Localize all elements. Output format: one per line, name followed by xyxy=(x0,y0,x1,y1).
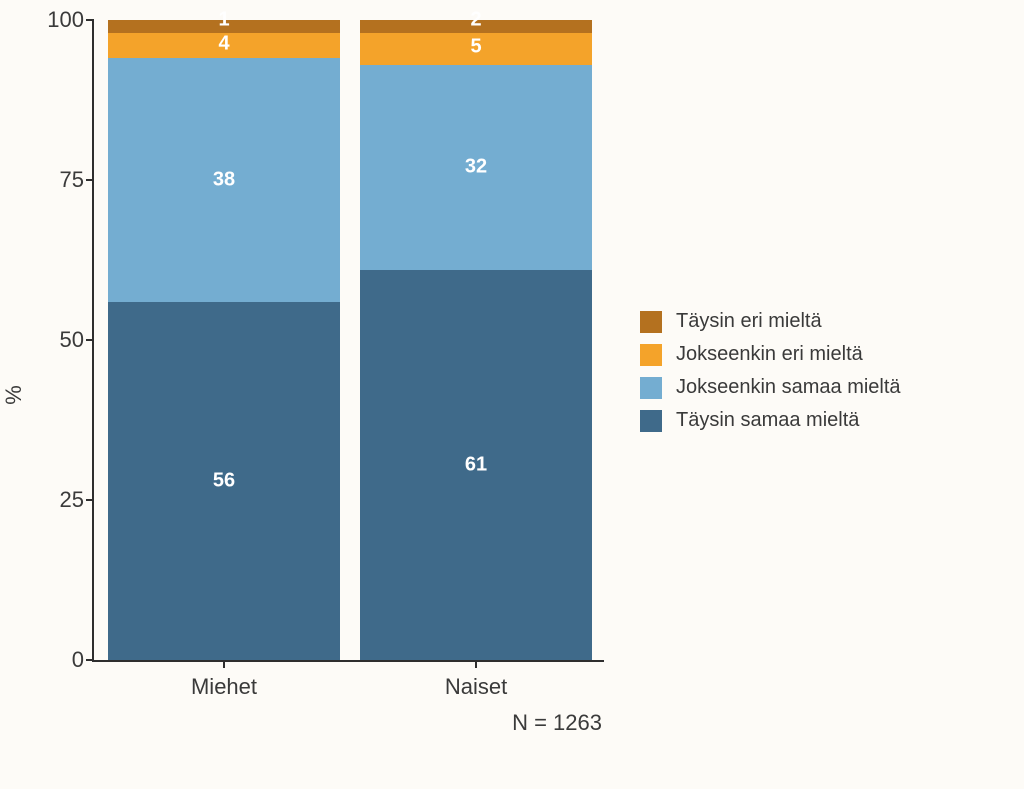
bar-segment-taysin_eri: 2 xyxy=(360,20,592,33)
bar-value-label: 1 xyxy=(218,9,229,32)
y-axis-label: % xyxy=(1,385,27,405)
plot-area: 0255075100563841Miehet613252Naiset xyxy=(92,20,604,662)
x-tick-mark xyxy=(475,660,477,668)
sample-size-caption: N = 1263 xyxy=(92,710,602,736)
legend-label: Jokseenkin eri mieltä xyxy=(676,343,863,366)
legend-swatch xyxy=(640,410,662,432)
bar-segment-jokseenkin_eri: 4 xyxy=(108,33,340,59)
bar-segment-jokseenkin_samaa: 32 xyxy=(360,65,592,270)
bar-value-label: 56 xyxy=(213,469,235,492)
legend: Täysin eri mieltä Jokseenkin eri mieltä Jo… xyxy=(640,300,901,442)
bar-segment-taysin_samaa: 56 xyxy=(108,302,340,660)
bar: 56 38 41 xyxy=(108,20,340,660)
bar-value-label: 61 xyxy=(465,453,487,476)
y-tick-label: 75 xyxy=(34,167,84,193)
y-tick-mark xyxy=(86,659,94,661)
y-tick-label: 0 xyxy=(34,647,84,673)
legend-item: Täysin samaa mieltä xyxy=(640,409,901,432)
legend-item: Jokseenkin samaa mieltä xyxy=(640,376,901,399)
stacked-bar-chart: % 0 25 50 75 100 56 38 41 Miehet 61 32 5 2 Naiset Täy… xyxy=(0,0,1024,789)
y-tick-label: 100 xyxy=(34,7,84,33)
x-tick-label: Miehet xyxy=(191,674,257,700)
bar-value-label: 5 xyxy=(470,36,481,59)
x-tick-mark xyxy=(223,660,225,668)
bar-segment-jokseenkin_eri: 5 xyxy=(360,33,592,65)
y-tick-mark xyxy=(86,179,94,181)
legend-item: Jokseenkin eri mieltä xyxy=(640,343,901,366)
legend-label: Täysin eri mieltä xyxy=(676,310,822,333)
y-tick-label: 50 xyxy=(34,327,84,353)
legend-label: Täysin samaa mieltä xyxy=(676,409,859,432)
bar-value-label: 32 xyxy=(465,156,487,179)
legend-swatch xyxy=(640,311,662,333)
legend-swatch xyxy=(640,344,662,366)
bar-value-label: 38 xyxy=(213,169,235,192)
y-tick-mark xyxy=(86,339,94,341)
legend-label: Jokseenkin samaa mieltä xyxy=(676,376,901,399)
legend-swatch xyxy=(640,377,662,399)
bar-segment-jokseenkin_samaa: 38 xyxy=(108,58,340,301)
x-tick-label: Naiset xyxy=(445,674,507,700)
bar-value-label: 2 xyxy=(470,9,481,32)
y-tick-label: 25 xyxy=(34,487,84,513)
bar-segment-taysin_eri: 1 xyxy=(108,20,340,33)
bar-value-label: 4 xyxy=(218,33,229,56)
bar: 61 32 5 2 xyxy=(360,20,592,660)
y-tick-mark xyxy=(86,499,94,501)
bar-segment-taysin_samaa: 61 xyxy=(360,270,592,660)
legend-item: Täysin eri mieltä xyxy=(640,310,901,333)
y-tick-mark xyxy=(86,19,94,21)
